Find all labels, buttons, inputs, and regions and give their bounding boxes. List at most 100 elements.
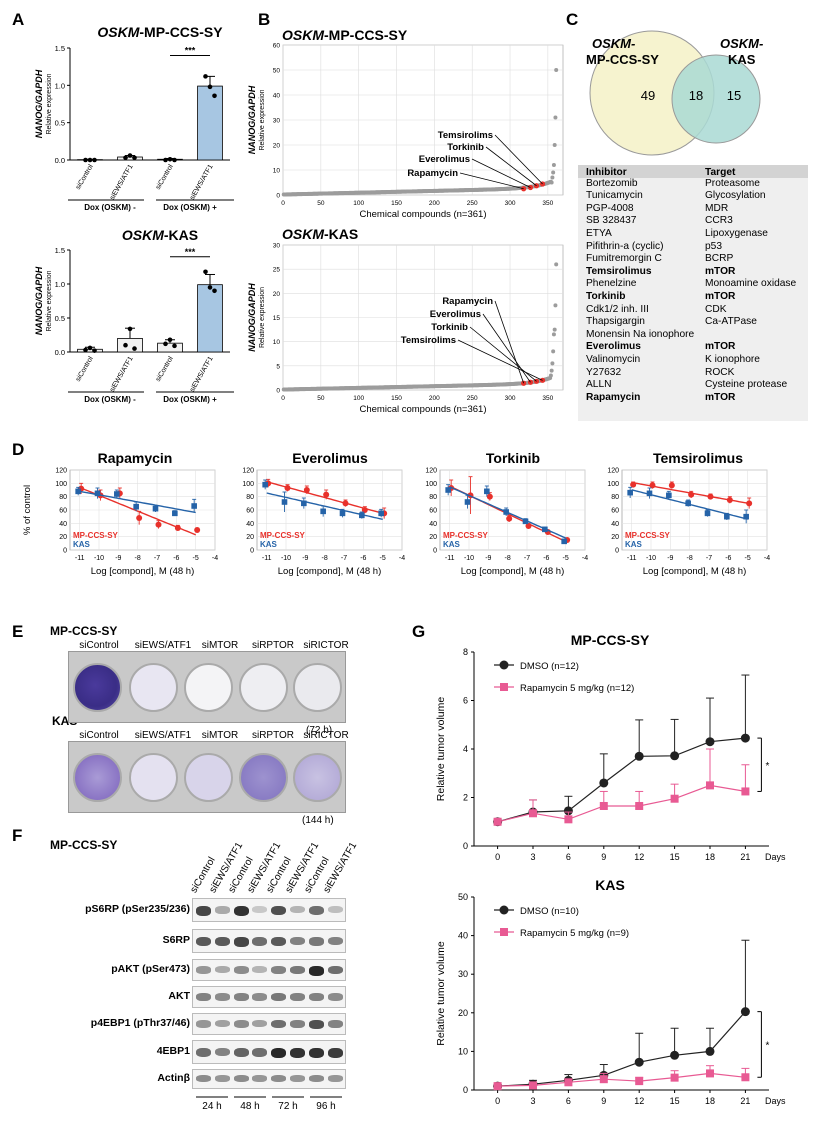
inhibitor-name: Torkinib [586, 290, 626, 302]
panel-label-f: F [12, 826, 23, 845]
d3-point [486, 493, 493, 500]
g1-point [564, 815, 573, 824]
d4-point [707, 493, 714, 500]
blot-band [252, 993, 268, 1001]
g1-point [634, 751, 644, 761]
well [239, 753, 288, 802]
blot-label: S6RP [162, 934, 190, 946]
panel-label-c: C [566, 10, 579, 29]
d2-point [301, 500, 307, 507]
well-label: siMTOR [201, 730, 239, 741]
d1-y-tick-label: 100 [55, 481, 67, 488]
d4-point [627, 489, 633, 496]
g1-x-tick-label: 6 [566, 852, 571, 862]
blot-band [271, 1047, 287, 1059]
d1-point [133, 503, 139, 510]
a2-bar [117, 337, 143, 353]
b1-xlabel: Chemical compounds (n=361) [360, 209, 487, 220]
blot-band [290, 905, 305, 914]
d3-x-tick-label: -6 [543, 555, 549, 562]
g2-sig-label: * [765, 1040, 769, 1051]
g1-x-tick-label: 9 [601, 852, 606, 862]
b1-leader-line [471, 158, 531, 188]
g1-x-tick-label: 0 [495, 852, 500, 862]
blot-band [271, 993, 287, 1002]
g1-x-tick-label: 21 [740, 852, 750, 862]
b2-x-tick-label: 300 [505, 395, 516, 402]
b2-ylabel: NANOG/GAPDH [247, 283, 257, 352]
d1-point [94, 490, 101, 497]
panel-a-title-bottom: OSKM-KAS [121, 227, 199, 243]
d3-y-tick-label: 20 [429, 534, 437, 541]
d4-x-tick-label: -11 [627, 555, 637, 562]
g1-point [705, 737, 715, 747]
venn-set2-label: OSKM- [720, 36, 763, 51]
blot-band [327, 966, 343, 975]
a2-point [92, 348, 97, 353]
blot-band [327, 936, 343, 946]
b1-x-tick-label: 0 [281, 200, 285, 207]
blot-label: p4EBP1 (pThr37/46) [90, 1017, 190, 1029]
d1-y-tick-label: 40 [59, 521, 67, 528]
inhibitor-name: Valinomycin [586, 353, 641, 365]
plate-mp-ccs-sy [68, 651, 346, 723]
a1-group-label: Dox (OSKM) + [163, 203, 217, 212]
table-row: Pifithrin-a (cyclic) p53 [578, 241, 808, 254]
g1-y-tick-label: 8 [463, 647, 468, 657]
d2-x-tick-label: -6 [360, 555, 366, 562]
blot-band [252, 1075, 268, 1083]
g1-point [635, 801, 644, 810]
d3-point [464, 499, 471, 505]
a1-y-tick-label: 0.0 [55, 156, 65, 165]
venn-set2-label-rest: KAS [728, 52, 756, 67]
d4-x-tick-label: -8 [687, 555, 693, 562]
inhibitor-target: Cysteine protease [705, 379, 788, 391]
g1-point [599, 778, 609, 788]
b1-compound-label: Everolimus [419, 154, 470, 165]
a2-category-label: siControl [75, 355, 95, 383]
table-row: ETYA Lipoxygenase [578, 228, 808, 241]
inhibitor-name: SB 328437 [586, 215, 637, 227]
table-row: Temsirolimus mTOR [578, 266, 808, 279]
blot-band [233, 905, 249, 917]
b1-y-tick-label: 10 [273, 168, 281, 175]
g2-x-tick-label: 15 [670, 1096, 680, 1106]
d4-x-tick-label: -7 [706, 555, 712, 562]
d2-legend-red: MP-CCS-SY [260, 531, 306, 540]
d1-point [114, 491, 120, 497]
a1-point [87, 157, 93, 163]
blot-label: Actinβ [157, 1072, 190, 1084]
inhibitor-name: Fumitremorgin C [586, 253, 662, 265]
g1-point [706, 781, 714, 790]
d1-y-tick-label: 20 [59, 534, 67, 541]
g1-legend-text: DMSO (n=12) [520, 661, 579, 672]
d2-y-tick-label: 100 [242, 481, 254, 488]
venn-count-only2: 15 [727, 88, 741, 103]
table-row: Y27632 ROCK [578, 367, 808, 380]
a2-point [172, 343, 177, 349]
a1-group-label: Dox (OSKM) - [84, 203, 136, 212]
inhibitor-name: Temsirolimus [586, 265, 652, 277]
table-row: Fumitremorgin C BCRP [578, 253, 808, 266]
b2-point [548, 373, 553, 378]
d3-y-tick-label: 120 [425, 468, 437, 475]
a2-category-label: siEWS/ATF1 [109, 355, 135, 393]
d3-x-tick-label: -10 [464, 555, 474, 562]
time-label: 48 h [240, 1101, 259, 1112]
panel-label-d: D [12, 440, 25, 459]
blot-band [214, 993, 230, 1001]
inhibitor-name: Rapamycin [586, 391, 641, 403]
blot-band [233, 1020, 249, 1028]
b1-y-tick-label: 20 [273, 143, 281, 150]
a2-point [212, 288, 217, 294]
well-label: siControl [79, 640, 119, 651]
g1-x-tick-label: 18 [705, 852, 715, 862]
d2-x-tick-label: -8 [322, 555, 328, 562]
inhibitor-target: mTOR [705, 265, 736, 277]
a1-point [163, 157, 168, 163]
g1-y-tick-label: 2 [463, 793, 468, 803]
panel-g-title-bottom: KAS [595, 877, 625, 893]
a2-point [207, 285, 213, 290]
g1-y-tick-label: 0 [463, 841, 468, 851]
d1-y-tick-label: 60 [59, 508, 67, 515]
